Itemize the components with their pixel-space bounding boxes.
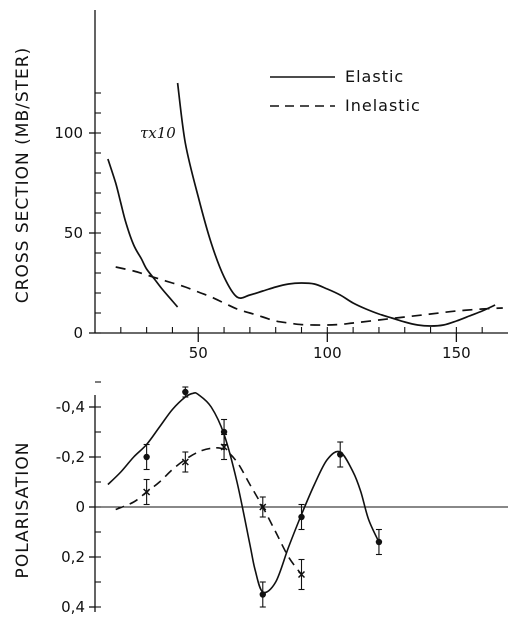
polarisation-y-tick-label: 0	[75, 498, 85, 516]
polarisation-elastic-curve	[107, 392, 380, 594]
legend-inelastic-label: Inelastic	[345, 96, 421, 115]
cross-section-x-tick-label: 50	[189, 344, 208, 362]
polarisation-elastic-point	[375, 538, 383, 546]
polarisation-y-tick-label: -0,2	[56, 448, 85, 466]
polarisation-y-tick-label: -0,4	[56, 398, 85, 416]
polarisation-elastic-point	[337, 451, 344, 458]
polarisation-inelastic-point	[220, 443, 228, 451]
cross-section-tau-x10-curve	[107, 158, 179, 308]
cross-section-inelastic-curve	[115, 266, 503, 326]
polarisation-inelastic-point	[181, 458, 189, 466]
legend: Elastic Inelastic	[270, 67, 421, 115]
legend-elastic-label: Elastic	[345, 67, 404, 86]
polarisation-y-tick-label: 0,2	[61, 548, 85, 566]
cross-section-y-tick-label: 50	[64, 224, 83, 242]
polarisation-axes: -0,4 -0,2 0 0,2 0,4	[56, 381, 508, 616]
polarisation-inelastic-point	[143, 488, 151, 496]
polarisation-elastic-point	[220, 428, 228, 436]
polarisation-y-tick-label: 0,4	[61, 598, 85, 616]
cross-section-y-tick-label: 0	[73, 324, 83, 342]
cross-section-y-tick-label: 100	[54, 124, 83, 142]
cross-section-x-tick-label: 150	[442, 344, 471, 362]
polarisation-axis-title: POLARISATION	[13, 442, 33, 579]
cross-section-axes: 0 50 100 50 100 150	[54, 10, 508, 362]
cross-section-axis-title: CROSS SECTION (MB/STER)	[13, 47, 33, 303]
cross-section-x-tick-label: 100	[313, 344, 342, 362]
polarisation-elastic-point	[298, 513, 305, 521]
tau-annotation: τx10	[140, 124, 176, 142]
polarisation-elastic-point	[182, 388, 189, 396]
polarisation-inelastic-point	[297, 570, 306, 579]
polarisation-elastic-point	[259, 591, 266, 598]
polarisation-elastic-point	[143, 453, 150, 461]
polarisation-inelastic-point	[259, 503, 267, 511]
cross-section-elastic-curve	[176, 82, 496, 327]
polarisation-inelastic-curve	[115, 447, 303, 575]
